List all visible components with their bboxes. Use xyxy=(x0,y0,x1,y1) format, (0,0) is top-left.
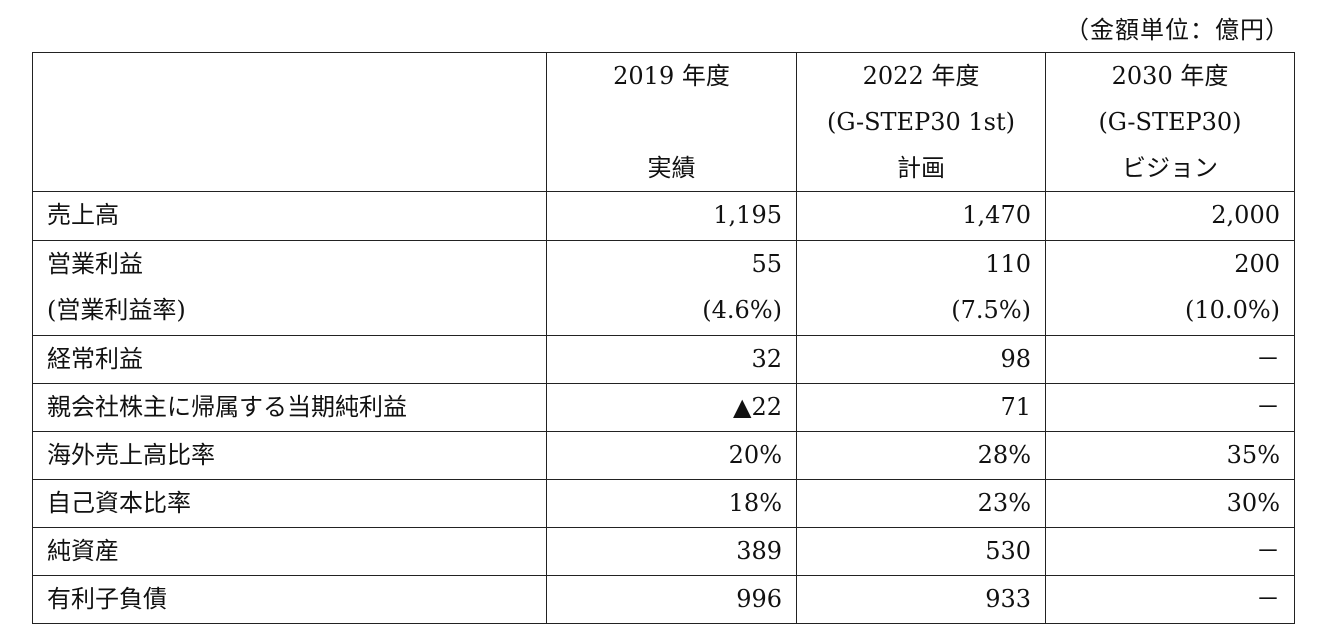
cell-value: 55 xyxy=(751,250,782,278)
table-row: 経常利益 32 98 － xyxy=(32,335,1295,384)
header-2022-kind: 計画 xyxy=(897,154,945,182)
row-label-line2: (営業利益率) xyxy=(47,296,186,324)
cell-2019: ▲22 xyxy=(546,383,797,432)
header-2022-sub: (G-STEP30 1st) xyxy=(827,108,1015,136)
cell-2030: － xyxy=(1045,383,1295,432)
cell-2019: 55 (4.6%) xyxy=(546,240,797,336)
header-2022-year: 2022 年度 xyxy=(862,62,980,90)
cell-2019: 32 xyxy=(546,335,797,384)
header-row: 2019 年度 実績 2022 年度 (G-STEP30 1st) 計画 203… xyxy=(32,52,1295,192)
cell-2030: 35% xyxy=(1045,431,1295,480)
cell-2030: － xyxy=(1045,527,1295,576)
cell-2030: － xyxy=(1045,335,1295,384)
row-label: 経常利益 xyxy=(32,335,547,384)
header-2030-kind: ビジョン xyxy=(1122,154,1218,182)
cell-rate: (7.5%) xyxy=(951,296,1031,324)
header-empty-cell xyxy=(32,52,547,192)
cell-2030: 2,000 xyxy=(1045,191,1295,241)
header-2019-year: 2019 年度 xyxy=(613,62,730,90)
header-2022: 2022 年度 (G-STEP30 1st) 計画 xyxy=(796,52,1046,192)
table-row: 営業利益 (営業利益率) 55 (4.6%) 110 (7.5%) 200 (1… xyxy=(32,240,1295,336)
table-row: 有利子負債 996 933 － xyxy=(32,575,1295,624)
table-row: 親会社株主に帰属する当期純利益 ▲22 71 － xyxy=(32,383,1295,432)
table-row: 自己資本比率 18% 23% 30% xyxy=(32,479,1295,528)
cell-2022: 28% xyxy=(796,431,1046,480)
row-label: 自己資本比率 xyxy=(32,479,547,528)
row-label-line1: 営業利益 xyxy=(47,250,143,278)
cell-2019: 20% xyxy=(546,431,797,480)
cell-rate: (10.0%) xyxy=(1185,296,1280,324)
row-label: 純資産 xyxy=(32,527,547,576)
header-2030: 2030 年度 (G-STEP30) ビジョン xyxy=(1045,52,1295,192)
row-label: 海外売上高比率 xyxy=(32,431,547,480)
cell-2019: 18% xyxy=(546,479,797,528)
row-label: 営業利益 (営業利益率) xyxy=(32,240,547,336)
header-2030-year: 2030 年度 xyxy=(1111,62,1229,90)
cell-2022: 1,470 xyxy=(796,191,1046,241)
cell-2030: － xyxy=(1045,575,1295,624)
row-label: 売上高 xyxy=(32,191,547,241)
cell-2022: 98 xyxy=(796,335,1046,384)
unit-note: （金額単位：億円） xyxy=(1065,16,1290,44)
cell-value: 200 xyxy=(1234,250,1280,278)
header-2019-sub xyxy=(547,99,796,145)
row-label: 有利子負債 xyxy=(32,575,547,624)
cell-2022: 110 (7.5%) xyxy=(796,240,1046,336)
header-2019-kind: 実績 xyxy=(647,154,696,182)
cell-2019: 1,195 xyxy=(546,191,797,241)
table-row: 海外売上高比率 20% 28% 35% xyxy=(32,431,1295,480)
cell-rate: (4.6%) xyxy=(702,296,782,324)
table-row: 純資産 389 530 － xyxy=(32,527,1295,576)
cell-2022: 71 xyxy=(796,383,1046,432)
cell-2030: 200 (10.0%) xyxy=(1045,240,1295,336)
financial-targets-table: 2019 年度 実績 2022 年度 (G-STEP30 1st) 計画 203… xyxy=(32,52,1295,624)
header-2019: 2019 年度 実績 xyxy=(546,52,797,192)
cell-2022: 530 xyxy=(796,527,1046,576)
cell-2022: 23% xyxy=(796,479,1046,528)
header-2030-sub: (G-STEP30) xyxy=(1098,108,1242,136)
cell-value: 110 xyxy=(985,250,1031,278)
row-label: 親会社株主に帰属する当期純利益 xyxy=(32,383,547,432)
cell-2022: 933 xyxy=(796,575,1046,624)
cell-2019: 389 xyxy=(546,527,797,576)
table-row: 売上高 1,195 1,470 2,000 xyxy=(32,191,1295,241)
cell-2019: 996 xyxy=(546,575,797,624)
cell-2030: 30% xyxy=(1045,479,1295,528)
